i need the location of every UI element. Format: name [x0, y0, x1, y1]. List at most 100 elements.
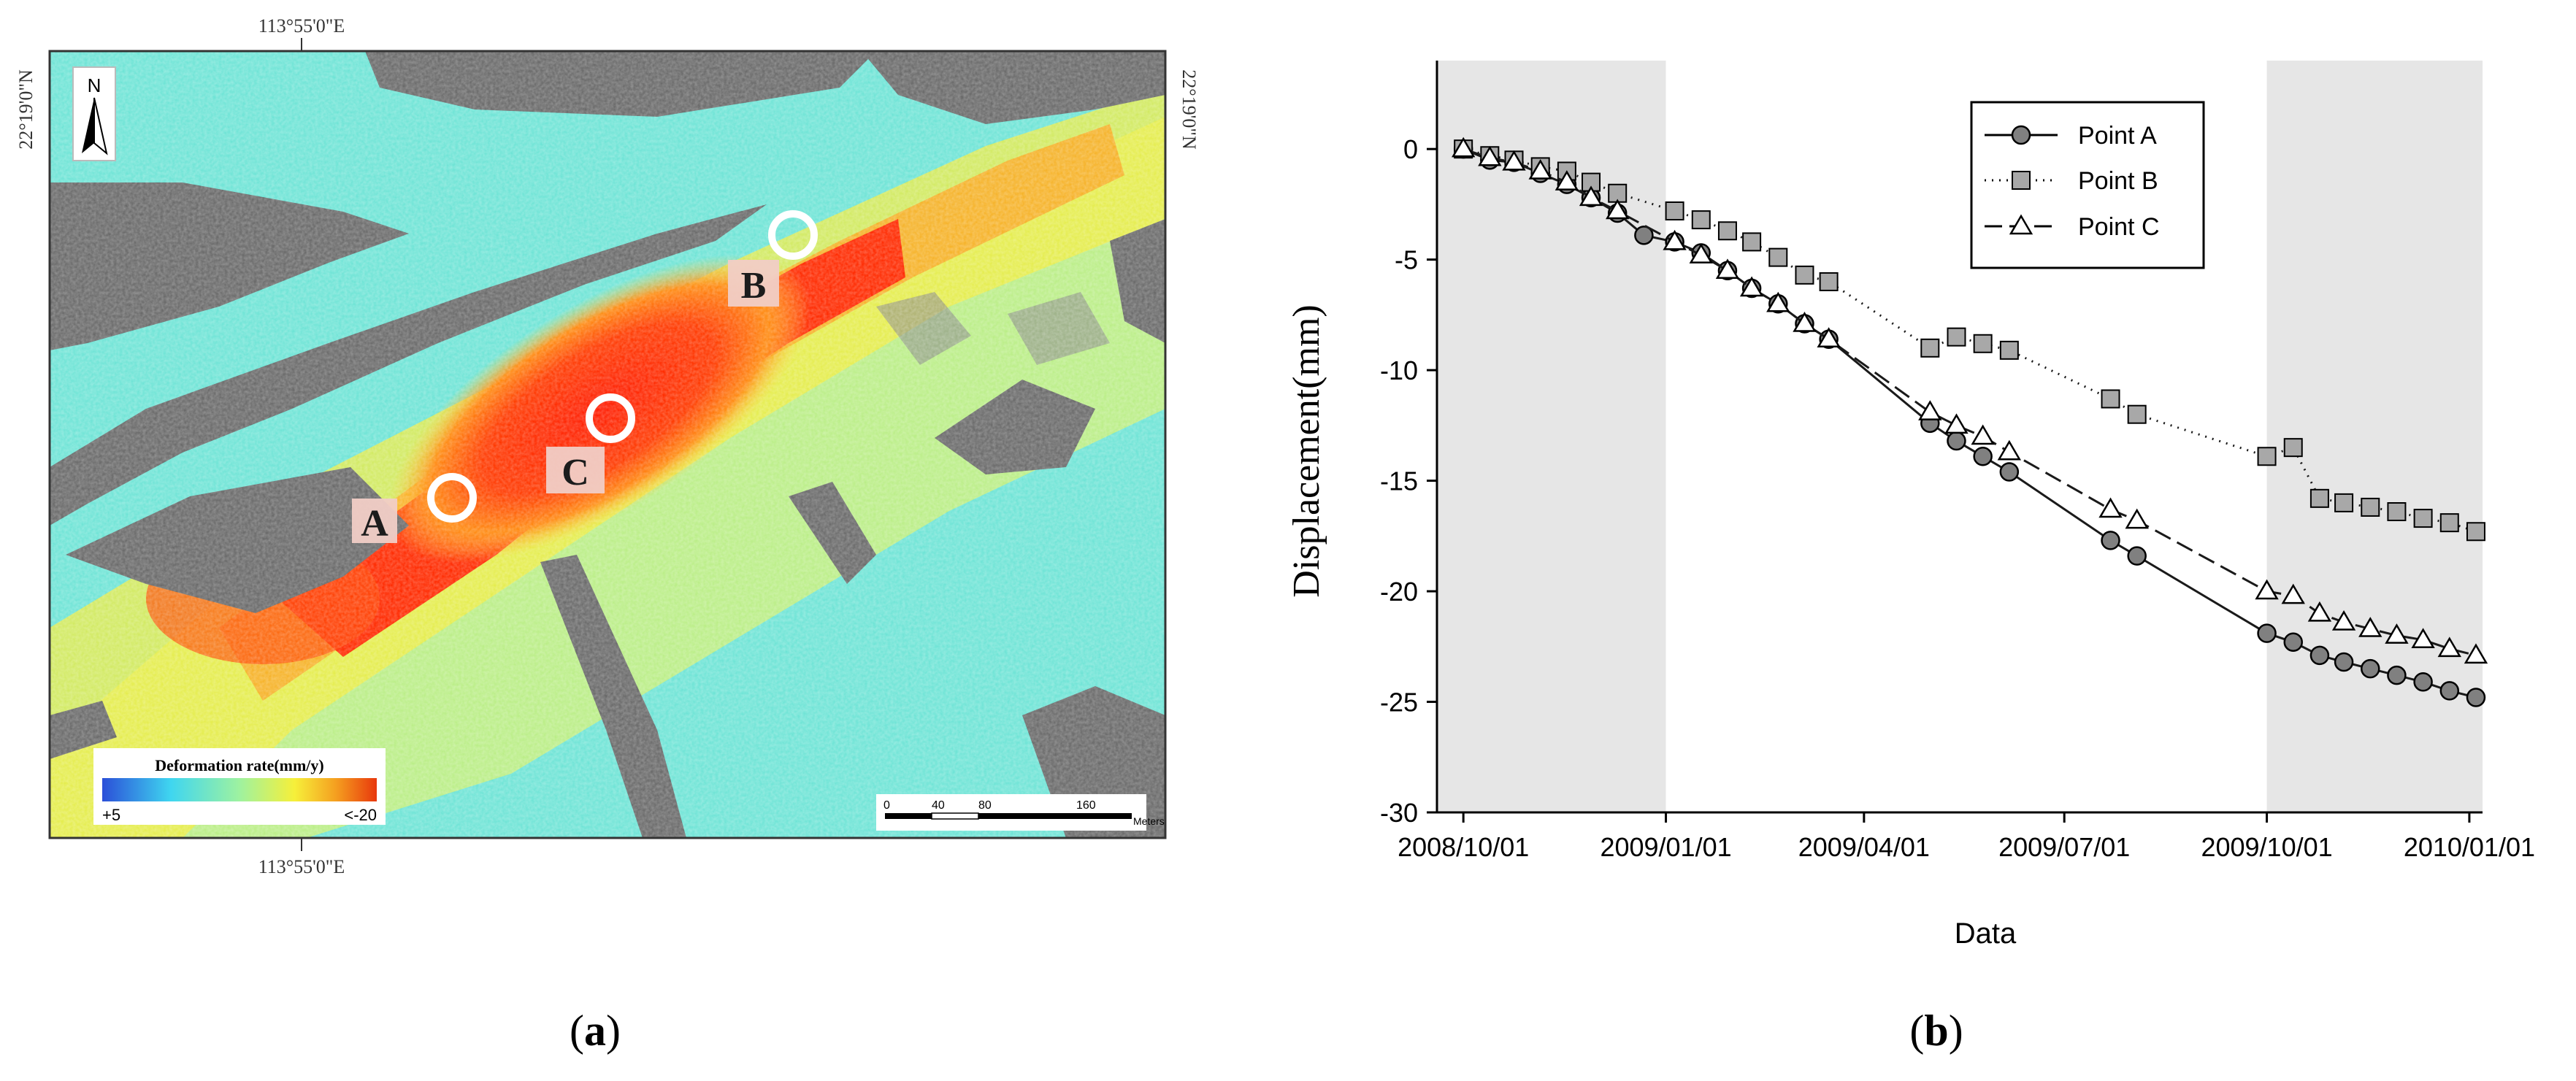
data-point: [1717, 221, 1737, 241]
scale-tick-40: 40: [932, 799, 945, 812]
data-point: [2387, 665, 2407, 685]
y-tick-label: -10: [1380, 355, 1418, 385]
x-tick-label: 2009/10/01: [2201, 832, 2332, 862]
data-point: [1999, 340, 2019, 360]
data-point: [1715, 258, 1740, 280]
map-point-c: C: [546, 393, 635, 493]
data-point: [2360, 658, 2380, 679]
legend-title: Deformation rate(mm/y): [155, 756, 324, 774]
latitude-right-label: 22°19'0"N: [1178, 69, 1200, 150]
deformation-map: A C B N Deformation rate: [50, 51, 1165, 838]
data-point: [1579, 185, 1603, 207]
legend-label-point-b: Point B: [2078, 167, 2158, 195]
data-point: [1920, 338, 1940, 358]
data-point: [2439, 513, 2459, 533]
data-point: [1768, 247, 1788, 267]
map-point-c-label: C: [561, 452, 589, 493]
data-point: [1528, 158, 1552, 180]
legend-item-point-b: Point B: [1985, 167, 2158, 195]
panel-b-caption-letter: b: [1924, 1007, 1948, 1055]
data-point: [2307, 601, 2332, 622]
data-point: [2309, 488, 2329, 508]
data-point: [1606, 199, 1630, 220]
panel-a-caption: (a): [570, 1007, 621, 1055]
series-line: [1463, 147, 2477, 657]
panel-b-caption: (b): [1909, 1007, 1963, 1055]
y-tick-label: -25: [1380, 688, 1418, 718]
y-tick-label: -30: [1380, 798, 1418, 828]
longitude-bottom-label: 113°55'0"E: [258, 856, 345, 877]
data-point: [2361, 497, 2380, 517]
data-point: [2331, 609, 2356, 631]
legend-max-label: <-20: [344, 806, 377, 824]
data-point: [1819, 272, 1839, 291]
data-point: [2358, 617, 2383, 637]
series-point-c: [1452, 136, 2488, 664]
y-tick-label: -5: [1395, 245, 1418, 275]
data-point: [1999, 462, 2020, 482]
data-point: [2098, 497, 2123, 518]
data-point: [1742, 232, 1762, 252]
data-point: [1555, 170, 1579, 191]
y-axis-title: Displacement(mm): [1286, 304, 1327, 597]
north-arrow-icon: [82, 98, 94, 153]
legend-item-point-a: Point A: [1985, 122, 2157, 150]
legend-label-point-a: Point A: [2078, 122, 2157, 150]
data-point: [1793, 312, 1817, 332]
chart-series: [1452, 136, 2488, 707]
x-tick-label: 2008/10/01: [1398, 832, 1529, 862]
data-point: [1947, 327, 1966, 347]
scale-bar: 0 40 80 160 Meters: [876, 794, 1165, 831]
data-point: [1971, 424, 1995, 445]
data-point: [1663, 229, 1687, 250]
data-point: [1478, 145, 1502, 166]
displacement-chart: 0 -5 -10 -15 -20 -25 -30 2008/10/01 2009/01/01 20…: [1286, 61, 2535, 1055]
north-label: N: [88, 74, 101, 96]
data-point: [1944, 413, 1969, 434]
data-point: [1947, 431, 1966, 451]
data-point: [2385, 623, 2409, 644]
data-point: [2283, 438, 2303, 458]
y-tick-label: -20: [1380, 577, 1418, 607]
shaded-periods: [1437, 61, 2483, 812]
data-point: [1502, 150, 1526, 171]
data-point: [2413, 672, 2433, 692]
map-frame: [48, 50, 1167, 839]
data-point: [2281, 583, 2305, 604]
data-point: [2387, 502, 2407, 521]
data-point: [2334, 493, 2354, 512]
data-point: [1766, 291, 1790, 312]
data-point: [2334, 652, 2354, 672]
map-point-b: B: [728, 210, 818, 307]
x-axis-title: Data: [1955, 917, 2017, 950]
data-point: [1795, 265, 1814, 285]
data-point: [2101, 389, 2120, 409]
data-point: [1918, 400, 1942, 420]
data-point: [2439, 681, 2460, 701]
latitude-left-label: 22°19'0"N: [15, 69, 37, 150]
data-point: [1689, 243, 1713, 263]
data-point: [2283, 632, 2303, 652]
scale-tick-0: 0: [883, 799, 890, 812]
longitude-top-label: 113°55'0"E: [258, 15, 345, 36]
legend-item-point-c: Point C: [1985, 213, 2160, 241]
north-arrow: N: [72, 66, 116, 161]
data-point: [2464, 643, 2488, 664]
data-point: [2257, 447, 2277, 466]
y-tick-label: 0: [1403, 134, 1418, 164]
panel-a-caption-letter: a: [584, 1007, 606, 1055]
chart-axes: 0 -5 -10 -15 -20 -25 -30 2008/10/01 2009/01/01 20…: [1380, 61, 2535, 862]
map-point-b-label: B: [741, 265, 767, 307]
data-point: [2411, 628, 2435, 648]
legend-marker-triangle: [2009, 214, 2033, 235]
data-point: [1973, 334, 1993, 353]
data-point: [1691, 210, 1711, 230]
map-point-a: A: [352, 473, 477, 545]
y-tick-label: -15: [1380, 466, 1418, 496]
data-point: [1817, 327, 1841, 347]
data-point: [1739, 276, 1764, 297]
data-point: [1997, 439, 2022, 461]
legend-color-ramp: [102, 778, 377, 801]
scale-tick-160: 160: [1076, 799, 1096, 812]
